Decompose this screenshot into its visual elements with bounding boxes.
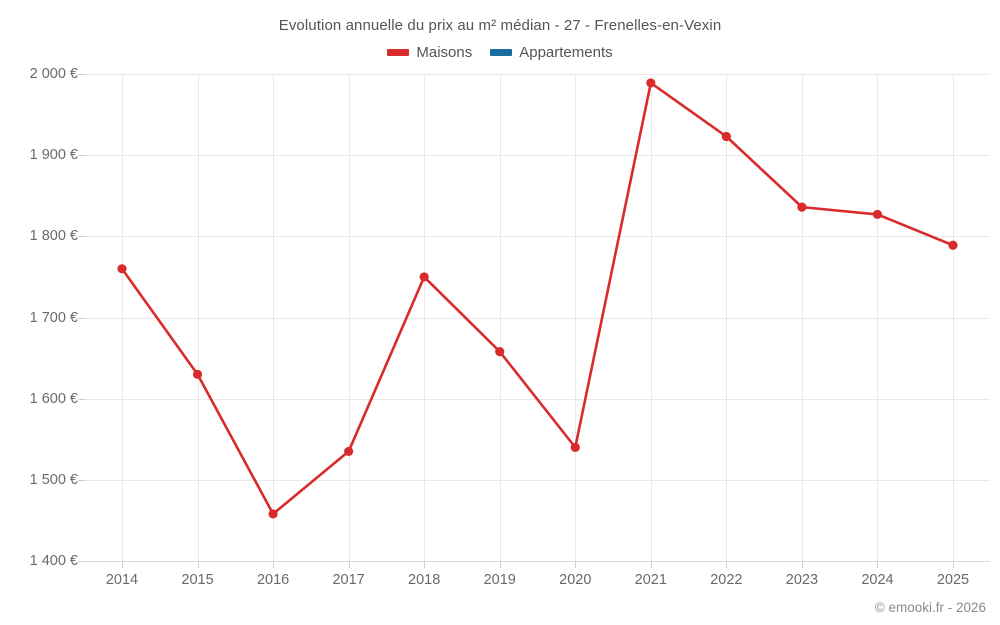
legend-swatch-icon [490,49,513,56]
y-axis-labels: 1 400 € 1 500 € 1 600 € 1 700 € 1 800 € 1 900… [0,0,78,625]
y-axis-tick-label: 1 400 € [29,553,78,569]
legend-item-maisons[interactable]: Maisons [387,44,472,61]
data-point[interactable] [721,131,731,142]
data-point[interactable] [646,78,656,88]
x-axis-tick-label: 2014 [105,572,139,588]
x-axis-tick-label: 2015 [181,572,214,588]
x-axis-tick-label: 2021 [634,572,667,588]
y-axis-tick-label: 1 500 € [29,471,78,488]
data-point[interactable] [570,442,580,452]
data-point[interactable] [344,446,354,457]
data-point[interactable] [192,369,203,379]
legend-item-appartements[interactable]: Appartements [490,44,613,61]
x-axis-tick-label: 2022 [710,572,743,588]
x-axis-tick-label: 2019 [483,572,516,588]
x-axis-tick-label: 2020 [559,572,592,588]
data-point[interactable] [268,509,278,519]
data-point[interactable] [419,272,429,282]
y-axis-tick-label: 1 800 € [29,228,78,245]
legend-label: Maisons [416,44,473,61]
x-axis-tick-label: 2024 [861,572,894,588]
x-axis-tick-label: 2016 [256,572,290,588]
data-point[interactable] [495,346,505,357]
series-line-maisons [120,81,955,516]
y-axis-tick-label: 1 900 € [29,147,78,164]
y-axis-tick-label: 2 000 € [29,66,78,82]
data-point[interactable] [117,264,127,274]
x-axis-tick-label: 2023 [785,572,819,588]
x-axis-tick-label: 2025 [936,572,970,588]
data-point[interactable] [797,202,807,212]
copyright-credit: © emooki.fr - 2026 [874,600,986,615]
chart-legend: Maisons Appartements [0,44,1000,61]
y-axis-tick-label: 1 700 € [29,309,78,326]
data-point[interactable] [948,240,958,250]
legend-swatch-icon [387,49,410,56]
y-axis-tick-label: 1 600 € [29,390,78,407]
legend-label: Appartements [519,44,613,61]
x-axis-tick-label: 2018 [408,572,441,588]
x-axis-tick-label: 2017 [332,572,365,588]
chart-title: Evolution annuelle du prix au m² médian … [278,17,722,34]
data-point[interactable] [872,209,883,220]
